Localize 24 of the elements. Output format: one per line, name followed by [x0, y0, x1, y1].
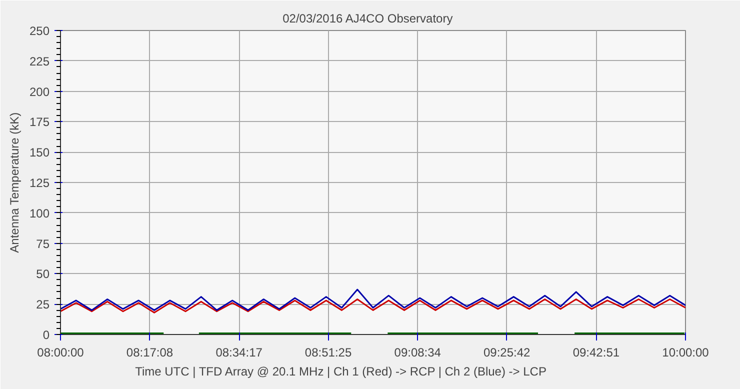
x-tick-label: 09:25:42 — [483, 346, 531, 360]
chart-title: 02/03/2016 AJ4CO Observatory — [282, 12, 453, 26]
y-tick-label: 150 — [29, 146, 50, 160]
x-tick-label: 09:42:51 — [572, 346, 620, 360]
y-tick-label: 225 — [29, 54, 50, 68]
x-tick-label: 10:00:00 — [662, 346, 710, 360]
x-tick-label: 08:51:25 — [304, 346, 352, 360]
y-axis-title: Antenna Temperature (kK) — [7, 112, 22, 253]
y-tick-label: 25 — [36, 298, 50, 312]
y-tick-label: 75 — [36, 236, 50, 251]
y-tick-label: 125 — [29, 176, 50, 190]
line-series — [60, 298, 686, 314]
y-tick-label: 175 — [29, 115, 50, 130]
x-tick-label: 08:34:17 — [216, 346, 263, 360]
y-tick-label: 50 — [36, 267, 50, 282]
y-tick-label: 250 — [29, 24, 50, 38]
x-tick-label: 08:00:00 — [37, 346, 84, 360]
y-tick-label: 100 — [29, 206, 50, 220]
y-tick-label: 200 — [29, 84, 50, 99]
line-series — [60, 288, 686, 311]
y-tick-label: 0 — [42, 328, 50, 342]
x-tick-label: 09:08:34 — [394, 346, 442, 360]
x-axis-title: Time UTC | TFD Array @ 20.1 MHz | Ch 1 (Red) -> RCP | Ch 2 (Blue) -> LCP — [135, 364, 546, 378]
x-tick-label: 08:17:08 — [126, 346, 174, 360]
